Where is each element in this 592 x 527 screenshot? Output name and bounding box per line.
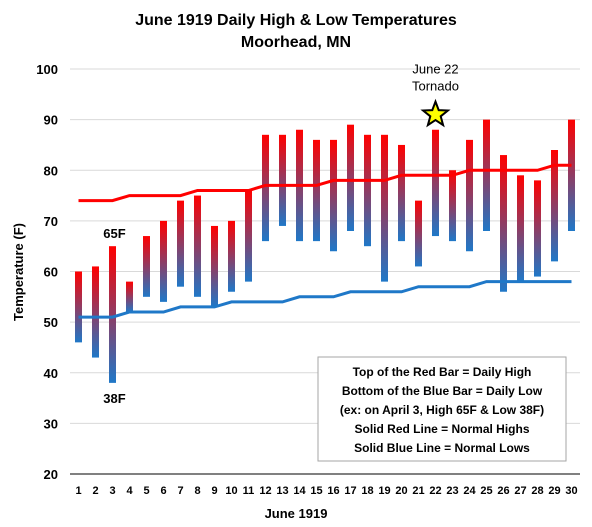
temperature-bar [466, 139, 473, 252]
y-tick-label: 60 [44, 265, 58, 280]
temperature-bar [160, 220, 167, 302]
temperature-bar [143, 236, 150, 297]
legend-line-3: (ex: on April 3, High 65F & Low 38F) [340, 403, 544, 417]
y-tick-label: 30 [44, 416, 58, 431]
x-tick-label: 30 [565, 485, 577, 497]
x-tick-label: 19 [378, 485, 390, 497]
x-tick-label: 21 [412, 485, 424, 497]
legend-line-2: Bottom of the Blue Bar = Daily Low [342, 384, 543, 398]
legend-box: Top of the Red Bar = Daily High Bottom o… [317, 356, 567, 462]
temperature-bar [534, 180, 541, 277]
x-tick-label: 17 [344, 485, 356, 497]
temperature-bar [347, 124, 354, 231]
x-tick-label: 10 [225, 485, 237, 497]
x-tick-label: 1 [75, 485, 81, 497]
x-tick-label: 26 [497, 485, 509, 497]
y-tick-label: 40 [44, 366, 58, 381]
x-tick-label: 27 [514, 485, 526, 497]
x-tick-label: 25 [480, 485, 492, 497]
y-axis-label: Temperature (F) [11, 223, 26, 321]
x-tick-label: 29 [548, 485, 560, 497]
temperature-bars [75, 119, 575, 383]
x-tick-label: 14 [293, 485, 306, 497]
y-tick-label: 80 [44, 163, 58, 178]
annotation-tornado-date: June 22 [412, 62, 458, 77]
temperature-bar [330, 139, 337, 252]
legend-line-1: Top of the Red Bar = Daily High [353, 365, 532, 379]
y-axis-ticks: 20 30 40 50 60 70 80 90 100 [36, 62, 58, 482]
temperature-bar [126, 281, 133, 312]
temperature-bar [211, 225, 218, 307]
annotation-high-65f: 65F [103, 226, 125, 241]
x-tick-label: 24 [463, 485, 476, 497]
x-axis-ticks: 1 2 3 4 5 6 7 8 9 10 11 12 13 14 15 16 17 18 19 20 21 22 23 24 2… [75, 485, 577, 497]
x-tick-label: 18 [361, 485, 373, 497]
x-tick-label: 2 [92, 485, 98, 497]
annotation-low-38f: 38F [103, 391, 125, 406]
legend-border [317, 356, 567, 462]
x-tick-label: 16 [327, 485, 339, 497]
star-icon [420, 98, 451, 128]
temperature-bar [279, 134, 286, 226]
x-tick-label: 22 [429, 485, 441, 497]
gridlines [70, 68, 580, 424]
x-tick-label: 7 [177, 485, 183, 497]
x-tick-label: 13 [276, 485, 288, 497]
chart-subtitle: Moorhead, MN [241, 34, 351, 51]
x-tick-label: 3 [109, 485, 115, 497]
x-tick-label: 20 [395, 485, 407, 497]
x-tick-label: 23 [446, 485, 458, 497]
temperature-bar [75, 271, 82, 343]
x-tick-label: 9 [211, 485, 217, 497]
temperature-bar [313, 139, 320, 242]
x-tick-label: 8 [194, 485, 200, 497]
temperature-bar [92, 266, 99, 358]
y-tick-label: 90 [44, 113, 58, 128]
temperature-bar [194, 195, 201, 297]
temperature-bar [551, 150, 558, 262]
temperature-bar [109, 246, 116, 383]
x-tick-label: 5 [143, 485, 149, 497]
x-tick-label: 6 [160, 485, 166, 497]
temperature-bar [517, 175, 524, 282]
temperature-bar [432, 129, 439, 237]
temperature-bar [177, 200, 184, 287]
temperature-bar [228, 220, 235, 292]
x-tick-label: 28 [531, 485, 543, 497]
legend-line-5: Solid Blue Line = Normal Lows [354, 441, 530, 455]
chart-title: June 1919 Daily High & Low Temperatures [135, 12, 457, 29]
temperature-bar [483, 119, 490, 231]
annotation-tornado-label: Tornado [412, 79, 459, 94]
temperature-bar [245, 190, 252, 282]
y-tick-label: 50 [44, 315, 58, 330]
temperature-bar [381, 134, 388, 282]
x-tick-label: 11 [243, 485, 255, 497]
x-tick-label: 15 [310, 485, 322, 497]
temperature-bar [364, 134, 371, 247]
temperature-bar [262, 134, 269, 242]
x-tick-label: 4 [126, 485, 133, 497]
x-axis-label: June 1919 [265, 506, 328, 521]
legend-line-4: Solid Red Line = Normal Highs [354, 422, 529, 436]
y-tick-label: 20 [44, 467, 58, 482]
temperature-bar [568, 119, 575, 231]
temperature-bar [500, 155, 507, 292]
temperature-bar [415, 200, 422, 267]
temperature-bar [449, 170, 456, 242]
normal-low-line [78, 280, 572, 319]
x-tick-label: 12 [259, 485, 271, 497]
y-tick-label: 70 [44, 214, 58, 229]
y-tick-label: 100 [36, 62, 58, 77]
normal-high-line [78, 163, 572, 203]
temperature-bar [398, 144, 405, 242]
